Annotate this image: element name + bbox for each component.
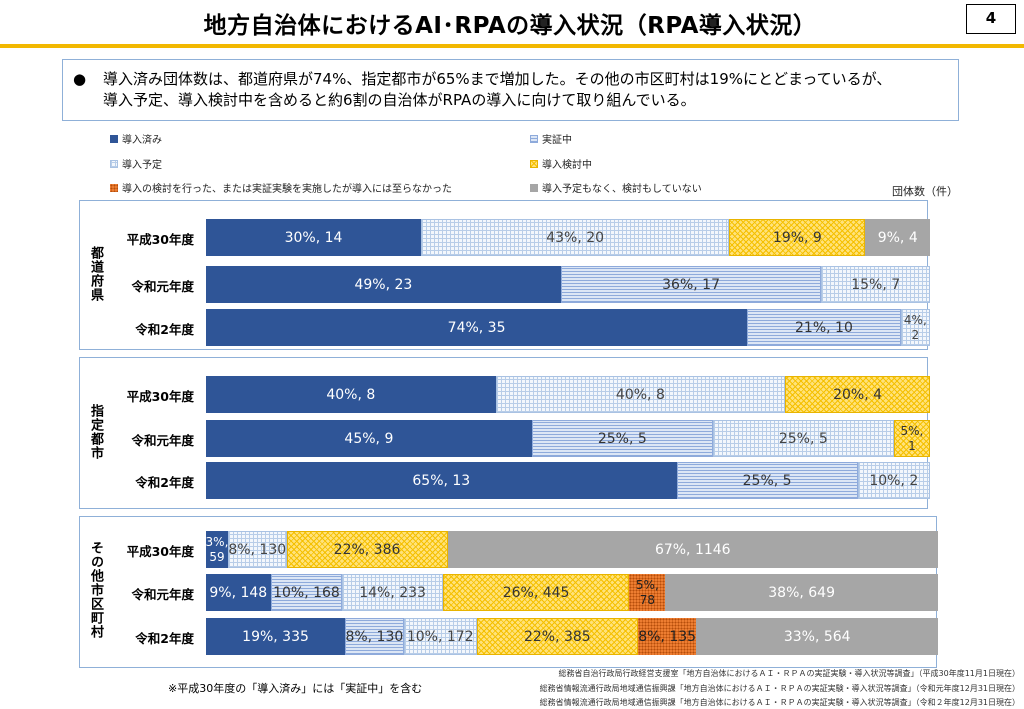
bar-segment-done: 19%, 335 [206,618,346,655]
bar-segment-pilot: 10%, 168 [270,574,343,611]
group-label: 指定都市 [88,404,103,460]
legend-item-done: 導入済み [110,131,162,146]
summary-line-2: 導入予定、導入検討中を含めると約6割の自治体がRPAの導入に向けて取り組んでいる… [103,91,696,109]
bar-row: 49%, 23 36%, 17 15%, 7 [206,266,930,303]
title-divider [0,44,1024,48]
legend-item-plan: 導入予定 [110,156,162,171]
legend-label: 実証中 [542,135,572,146]
group-label: 都道府県 [88,246,103,302]
legend-item-notadopted: 導入の検討を行った、または実証実験を実施したが導入には至らなかった [110,180,452,195]
bar-segment-pilot: 25%, 5 [531,420,713,457]
bar-segment-plan: 4%, 2 [900,309,930,346]
bar-segment-done: 74%, 35 [206,309,748,346]
bar-segment-consider: 5%, 1 [893,420,930,457]
bar-row: 74%, 35 21%, 10 4%, 2 [206,309,930,346]
bar-row: 65%, 13 25%, 5 10%, 2 [206,462,930,499]
row-label: 令和2年度 [135,631,194,646]
row-label: 令和2年度 [135,322,194,337]
bar-segment-consider: 22%, 385 [476,618,638,655]
bar-segment-plan: 10%, 2 [857,462,930,499]
bar-row: 9%, 148 10%, 168 14%, 233 26%, 445 5%, 78 38%… [206,574,938,611]
bar-segment-consider: 20%, 4 [785,376,930,413]
summary-box: ● 導入済み団体数は、都道府県が74%、指定都市が65%まで増加した。その他の市… [62,59,959,121]
bar-row: 19%, 335 8%, 130 10%, 172 22%, 385 8%, 135 33… [206,618,938,655]
row-label: 平成30年度 [126,389,194,404]
bar-segment-none: 38%, 649 [665,574,938,611]
bar-segment-done: 45%, 9 [206,420,532,457]
bar-segment-done: 9%, 148 [206,574,271,611]
row-label: 令和元年度 [131,279,194,294]
bar-row: 30%, 14 43%, 20 19%, 9 9%, 4 [206,219,930,256]
source-line-3: 総務省情報流通行政局地域通信振興課「地方自治体におけるＡＩ・ＲＰＡの実証実験・導… [539,698,1020,707]
bar-segment-plan: 25%, 5 [712,420,894,457]
bar-segment-consider: 22%, 386 [286,531,448,568]
bar-segment-done: 65%, 13 [206,462,677,499]
bar-segment-done: 3%, 59 [206,531,228,568]
footnote: ※平成30年度の「導入済み」には「実証中」を含む [168,682,423,695]
legend-label: 導入の検討を行った、または実証実験を実施したが導入には至らなかった [122,184,452,195]
bar-segment-consider: 19%, 9 [729,219,866,256]
bar-segment-pilot: 25%, 5 [676,462,858,499]
bar-segment-notadopted: 8%, 135 [637,618,697,655]
legend-swatch-notadopted [110,183,118,192]
legend-item-none: 導入予定もなく、検討もしていない [530,180,702,195]
legend-label: 導入済み [122,135,162,146]
bar-segment-none: 67%, 1146 [447,531,938,568]
legend-swatch-plan [110,159,118,168]
bar-segment-pilot: 8%, 130 [345,618,404,655]
group-label: その他市区町村 [88,540,103,639]
legend-item-pilot: 実証中 [530,131,572,146]
bar-row: 40%, 8 40%, 8 20%, 4 [206,376,930,413]
legend-swatch-pilot [530,134,538,143]
bar-segment-plan: 43%, 20 [421,219,730,256]
page-title: 地方自治体におけるAI･RPAの導入状況（RPA導入状況） [203,13,817,39]
bar-segment-done: 40%, 8 [206,376,496,413]
unit-label: 団体数（件） [892,185,958,198]
page-number: 4 [966,4,1016,34]
bar-segment-done: 49%, 23 [206,266,561,303]
bar-segment-plan: 40%, 8 [495,376,786,413]
bar-segment-pilot: 21%, 10 [747,309,901,346]
row-label: 平成30年度 [126,232,194,247]
row-label: 平成30年度 [126,544,194,559]
legend-swatch-done [110,134,118,143]
panel-group: その他市区町村 平成30年度 3%, 59 8%, 130 22%, 386 67%, 1… [79,516,938,668]
bar-segment-plan: 14%, 233 [342,574,443,611]
summary-text: 導入済み団体数は、都道府県が74%、指定都市が65%まで増加した。その他の市区町… [103,69,953,111]
legend-label: 導入予定もなく、検討もしていない [542,184,702,195]
source-line-2: 総務省情報流通行政局地域通信振興課「地方自治体におけるＡＩ・ＲＰＡの実証実験・導… [539,684,1020,693]
bar-segment-notadopted: 5%, 78 [629,574,666,611]
legend-item-consider: 導入検討中 [530,156,592,171]
source-line-1: 総務省自治行政局行政経営支援室「地方自治体におけるＡＩ・ＲＰＡの実証実験・導入状… [558,669,1020,678]
legend-label: 導入検討中 [542,160,592,171]
bar-row: 3%, 59 8%, 130 22%, 386 67%, 1146 [206,531,938,568]
row-label: 令和元年度 [131,587,194,602]
bullet-icon: ● [73,70,87,88]
bar-segment-plan: 10%, 172 [403,618,477,655]
bar-segment-pilot: 36%, 17 [560,266,822,303]
bar-segment-none: 9%, 4 [865,219,930,256]
legend-swatch-none [530,183,538,192]
legend-swatch-consider [530,159,538,168]
bar-row: 45%, 9 25%, 5 25%, 5 5%, 1 [206,420,930,457]
panel-group: 都道府県 平成30年度 30%, 14 43%, 20 19%, 9 9%, 4 令和元年度… [79,200,930,350]
summary-line-1: 導入済み団体数は、都道府県が74%、指定都市が65%まで増加した。その他の市区町… [103,70,892,88]
row-label: 令和元年度 [131,433,194,448]
bar-segment-plan: 15%, 7 [821,266,930,303]
bar-segment-plan: 8%, 130 [227,531,287,568]
legend-label: 導入予定 [122,160,162,171]
bar-segment-none: 33%, 564 [696,618,938,655]
bar-segment-consider: 26%, 445 [442,574,630,611]
row-label: 令和2年度 [135,475,194,490]
bar-segment-done: 30%, 14 [206,219,422,256]
